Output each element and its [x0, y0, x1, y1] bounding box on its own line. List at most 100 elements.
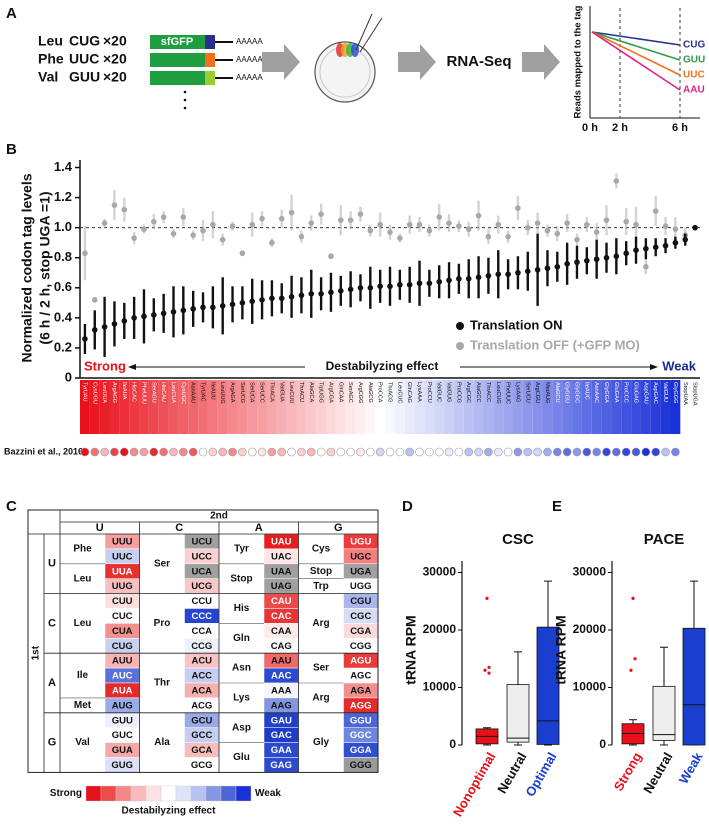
data-point [170, 309, 177, 315]
data-point [131, 235, 137, 241]
box [682, 627, 706, 746]
outlier [633, 657, 637, 661]
codon-label: GCU [191, 715, 212, 726]
amino-acid: Stop [310, 566, 332, 577]
bazzini-score [395, 447, 405, 457]
bazzini-score [385, 447, 395, 457]
amino-acid: Thr [154, 678, 170, 689]
x-tick-label: AlaGCC [475, 382, 481, 403]
codon-label: AUG [112, 700, 133, 711]
data-point [397, 281, 403, 288]
polya: AAAAA [236, 37, 263, 46]
x-tick-label: SerUCA [249, 382, 255, 403]
codon-label: CCG [191, 641, 212, 652]
data-point [446, 220, 452, 226]
data-point [219, 236, 226, 243]
row-base: C [48, 617, 56, 629]
codon-strip-cell [80, 380, 90, 434]
x-tick-label: ValGUU [662, 382, 668, 402]
x-tick-label: ThrACU [298, 382, 304, 402]
bazzini-score [149, 447, 159, 457]
legend-swatch [130, 785, 147, 802]
data-point [416, 280, 423, 287]
x-tick-label: MetAUG [544, 382, 550, 403]
data-point [574, 236, 580, 243]
bazzini-score [139, 447, 149, 457]
codon: UUC [69, 51, 99, 67]
bazzini-score [592, 447, 601, 457]
data-point [593, 256, 600, 263]
box [506, 684, 530, 743]
codon-label: AGA [350, 685, 371, 696]
amino-acid: Ser [154, 558, 170, 569]
data-point [692, 224, 698, 231]
x-tick-label: Weak [676, 749, 706, 786]
legend-swatch [85, 785, 102, 802]
data-point [672, 239, 679, 246]
data-point [485, 272, 492, 279]
data-point [151, 312, 157, 318]
codon-label: UUC [112, 551, 133, 562]
data-point [180, 214, 187, 220]
repeat: ×20 [103, 51, 127, 67]
data-point [101, 324, 108, 330]
codon-label: GAA [271, 745, 292, 756]
codon-strip-cell [198, 380, 208, 434]
codon-strip-cell [375, 380, 386, 434]
decay-line [591, 31, 681, 76]
codon-strip-cell [188, 380, 199, 434]
amino-acid: Asn [232, 663, 251, 674]
codon-strip-cell [552, 380, 563, 434]
data-point [456, 223, 462, 229]
table-border [27, 509, 379, 773]
bazzini-score [631, 447, 641, 457]
panel-label: E [552, 498, 562, 515]
x-tick-label: ValGUA [278, 382, 284, 402]
data-point [406, 221, 413, 228]
codon-label: AGG [350, 700, 372, 711]
x-tick-label: ThrACA [268, 382, 274, 402]
embryo [314, 41, 376, 103]
data-point [584, 257, 590, 264]
codon-strip-cell [394, 380, 405, 434]
data-point [475, 212, 482, 219]
codon-strip-cell [414, 380, 425, 434]
codon-label: GAG [270, 760, 292, 771]
data-point [584, 221, 590, 228]
x-tick-label: AlaGCA [308, 382, 314, 402]
bazzini-score [297, 447, 306, 457]
data-point [367, 227, 374, 234]
bazzini-score [208, 447, 218, 457]
y-tick-label: 1.4 [54, 159, 73, 174]
codon-strip-cell [660, 380, 671, 434]
tag-box [205, 53, 215, 67]
amino-acid: Leu [38, 33, 63, 49]
axis-label: Reads mapped to the tag [573, 5, 584, 118]
codon-strip-cell [316, 380, 327, 434]
y-tick-label: 30000 [573, 565, 607, 579]
data-point [426, 227, 433, 234]
y-tick-label: 20000 [573, 622, 607, 636]
codon-strip-cell [522, 380, 533, 434]
data-point [269, 239, 275, 246]
data-point [82, 336, 88, 342]
codon-label: ACG [191, 700, 212, 711]
bazzini-score [316, 447, 326, 457]
codon-label: GCG [191, 760, 213, 771]
bazzini-score [503, 447, 513, 457]
codon-strip-cell [640, 380, 651, 434]
bazzini-score [602, 447, 611, 457]
chart-title: PACE [644, 531, 685, 548]
x-tick-label: StopUGA [692, 382, 698, 406]
bazzini-score [119, 447, 129, 457]
data-point [465, 226, 472, 232]
row-base: G [48, 737, 57, 749]
bazzini-score [129, 447, 139, 457]
data-point [328, 253, 334, 260]
decay-line [591, 31, 681, 46]
data-point [259, 297, 265, 303]
codon-label: CGA [350, 626, 371, 637]
codon-strip-cell [503, 380, 514, 434]
codon-strip-cell [434, 380, 445, 434]
codon-strip-cell [266, 380, 277, 434]
